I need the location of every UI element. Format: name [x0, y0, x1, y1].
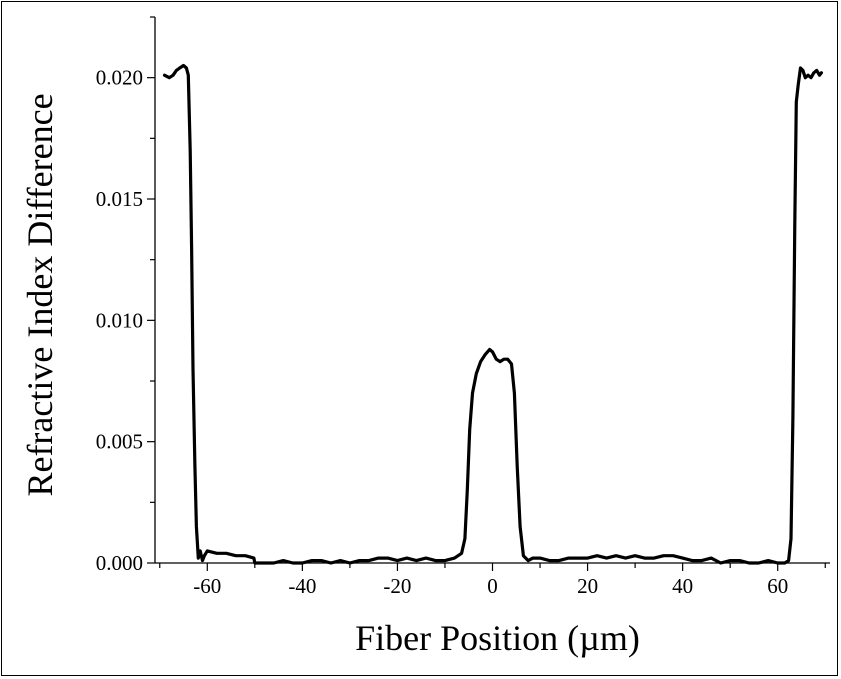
x-tick-label: -40 — [288, 574, 316, 598]
x-tick-label: 20 — [577, 574, 598, 598]
axis-labels: 0.000 0.005 0.010 0.015 0.020 -60 -40 -20 0 20 40 6… — [20, 66, 788, 658]
y-tick-label: 0.020 — [96, 66, 143, 90]
y-tick-label: 0.015 — [96, 187, 143, 211]
plot-area — [162, 63, 823, 565]
axes — [147, 16, 830, 571]
x-tick-label: 60 — [767, 574, 788, 598]
x-axis-title: Fiber Position (µm) — [355, 618, 640, 658]
x-tick-label: 40 — [672, 574, 693, 598]
x-tick-label: -20 — [383, 574, 411, 598]
y-axis-title: Refractive Index Difference — [20, 93, 60, 496]
series-line — [162, 63, 823, 565]
x-tick-label: 0 — [487, 574, 498, 598]
x-tick-label: -60 — [193, 574, 221, 598]
y-tick-label: 0.005 — [96, 430, 143, 454]
y-tick-label: 0.000 — [96, 551, 143, 575]
y-tick-label: 0.010 — [96, 308, 143, 332]
